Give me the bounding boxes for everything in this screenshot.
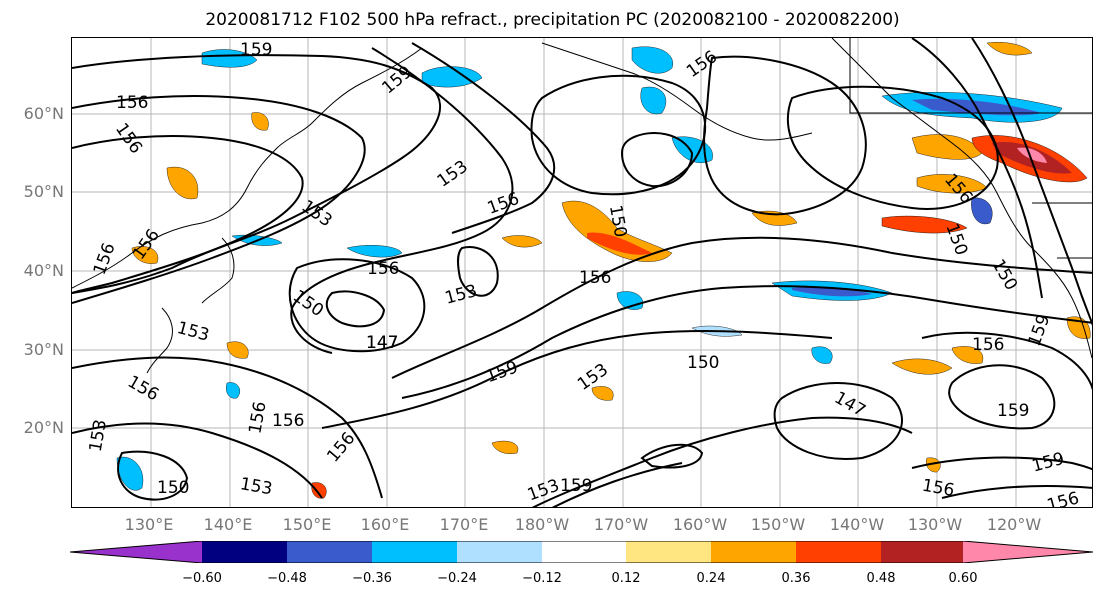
lon-label-180w: 180°W — [514, 515, 570, 534]
contour-label: 147 — [831, 388, 869, 422]
contour-label: 156 — [129, 226, 164, 264]
contour-label: 147 — [366, 333, 398, 353]
contour-label: 159 — [378, 62, 416, 98]
contour-label: 159 — [1024, 312, 1054, 349]
lat-label-50n: 50°N — [23, 182, 64, 201]
lon-label-130w: 130°W — [907, 515, 963, 534]
lon-label-140e: 140°E — [203, 515, 253, 534]
contour-label: 159 — [560, 476, 592, 496]
lon-label-160w: 160°W — [672, 515, 728, 534]
colorbar — [70, 541, 1094, 563]
contour-label: 159 — [997, 401, 1029, 421]
colorbar-segment — [963, 541, 1093, 563]
contour-label: 153 — [525, 476, 562, 506]
colorbar-segment — [70, 541, 202, 563]
contour-label: 159 — [240, 40, 272, 60]
contour-label: 156 — [124, 372, 162, 406]
refractivity-contours — [72, 38, 1092, 507]
lon-label-170e: 170°E — [439, 515, 489, 534]
lon-label-130e: 130°E — [124, 515, 174, 534]
colorbar-segment — [796, 541, 881, 563]
contour-label: 156 — [116, 93, 148, 113]
lat-label-20n: 20°N — [23, 418, 64, 437]
coastlines — [72, 38, 1092, 374]
colorbar-segment — [372, 541, 457, 563]
lon-label-160e: 160°E — [360, 515, 410, 534]
contour-label: 150 — [687, 353, 719, 373]
lon-label-150w: 150°W — [750, 515, 806, 534]
lon-label-120w: 120°W — [986, 515, 1042, 534]
contour-label: 156 — [920, 476, 955, 501]
contour-label: 153 — [86, 418, 111, 453]
colorbar-tick-label: −0.48 — [267, 571, 307, 586]
contour-label: 153 — [175, 318, 212, 346]
colorbar-tick-label: 0.60 — [948, 571, 978, 586]
contour-label: 156 — [485, 189, 522, 219]
contour-label: 150 — [157, 478, 189, 498]
colorbar-tick-label: −0.12 — [522, 571, 562, 586]
contour-label: 147 — [366, 333, 398, 353]
contour-label: 153 — [443, 281, 480, 309]
colorbar-segment — [542, 541, 626, 563]
lat-label-60n: 60°N — [23, 104, 64, 123]
colorbar-tick-label: −0.24 — [437, 571, 477, 586]
contour-label: 156 — [90, 240, 120, 277]
lon-label-140w: 140°W — [829, 515, 885, 534]
colorbar-segment — [287, 541, 372, 563]
contour-label: 159 — [483, 357, 520, 387]
colorbar-segment — [711, 541, 796, 563]
colorbar-tick-label: 0.36 — [781, 571, 811, 586]
contour-label: 153 — [434, 157, 472, 192]
lon-label-150e: 150°E — [282, 515, 332, 534]
map-panel[interactable]: 159 156 156 153 156 147 159 153 156 156 … — [71, 37, 1093, 508]
contour-label: 159 — [1030, 449, 1067, 477]
contour-label: 156 — [245, 400, 270, 435]
contour-label: 156 — [579, 268, 611, 288]
lon-label-170w: 170°W — [593, 515, 649, 534]
colorbar-tick-label: 0.24 — [696, 571, 726, 586]
colorbar-segment — [626, 541, 711, 563]
colorbar-segment — [202, 541, 287, 563]
colorbar-tick-label: 0.12 — [611, 571, 641, 586]
lat-label-40n: 40°N — [23, 261, 64, 280]
colorbar-tick-label: −0.60 — [182, 571, 222, 586]
colorbar-segment — [457, 541, 542, 563]
contour-label: 153 — [238, 474, 273, 499]
colorbar-tick-label: 0.48 — [866, 571, 896, 586]
contour-label: 156 — [367, 259, 399, 279]
contour-label: 156 — [1045, 488, 1082, 508]
contour-label: 156 — [683, 47, 721, 82]
contour-label: 156 — [323, 429, 359, 467]
contour-label: 156 — [972, 335, 1004, 355]
precip-shading — [116, 42, 1091, 499]
map-canvas: 159 156 156 153 156 147 159 153 156 156 … — [72, 38, 1092, 508]
map-title: 2020081712 F102 500 hPa refract., precip… — [205, 10, 900, 30]
lat-label-30n: 30°N — [23, 340, 64, 359]
contour-label: 150 — [941, 221, 971, 258]
contour-label: 156 — [272, 411, 304, 431]
colorbar-segment — [881, 541, 963, 563]
colorbar-tick-label: −0.36 — [352, 571, 392, 586]
